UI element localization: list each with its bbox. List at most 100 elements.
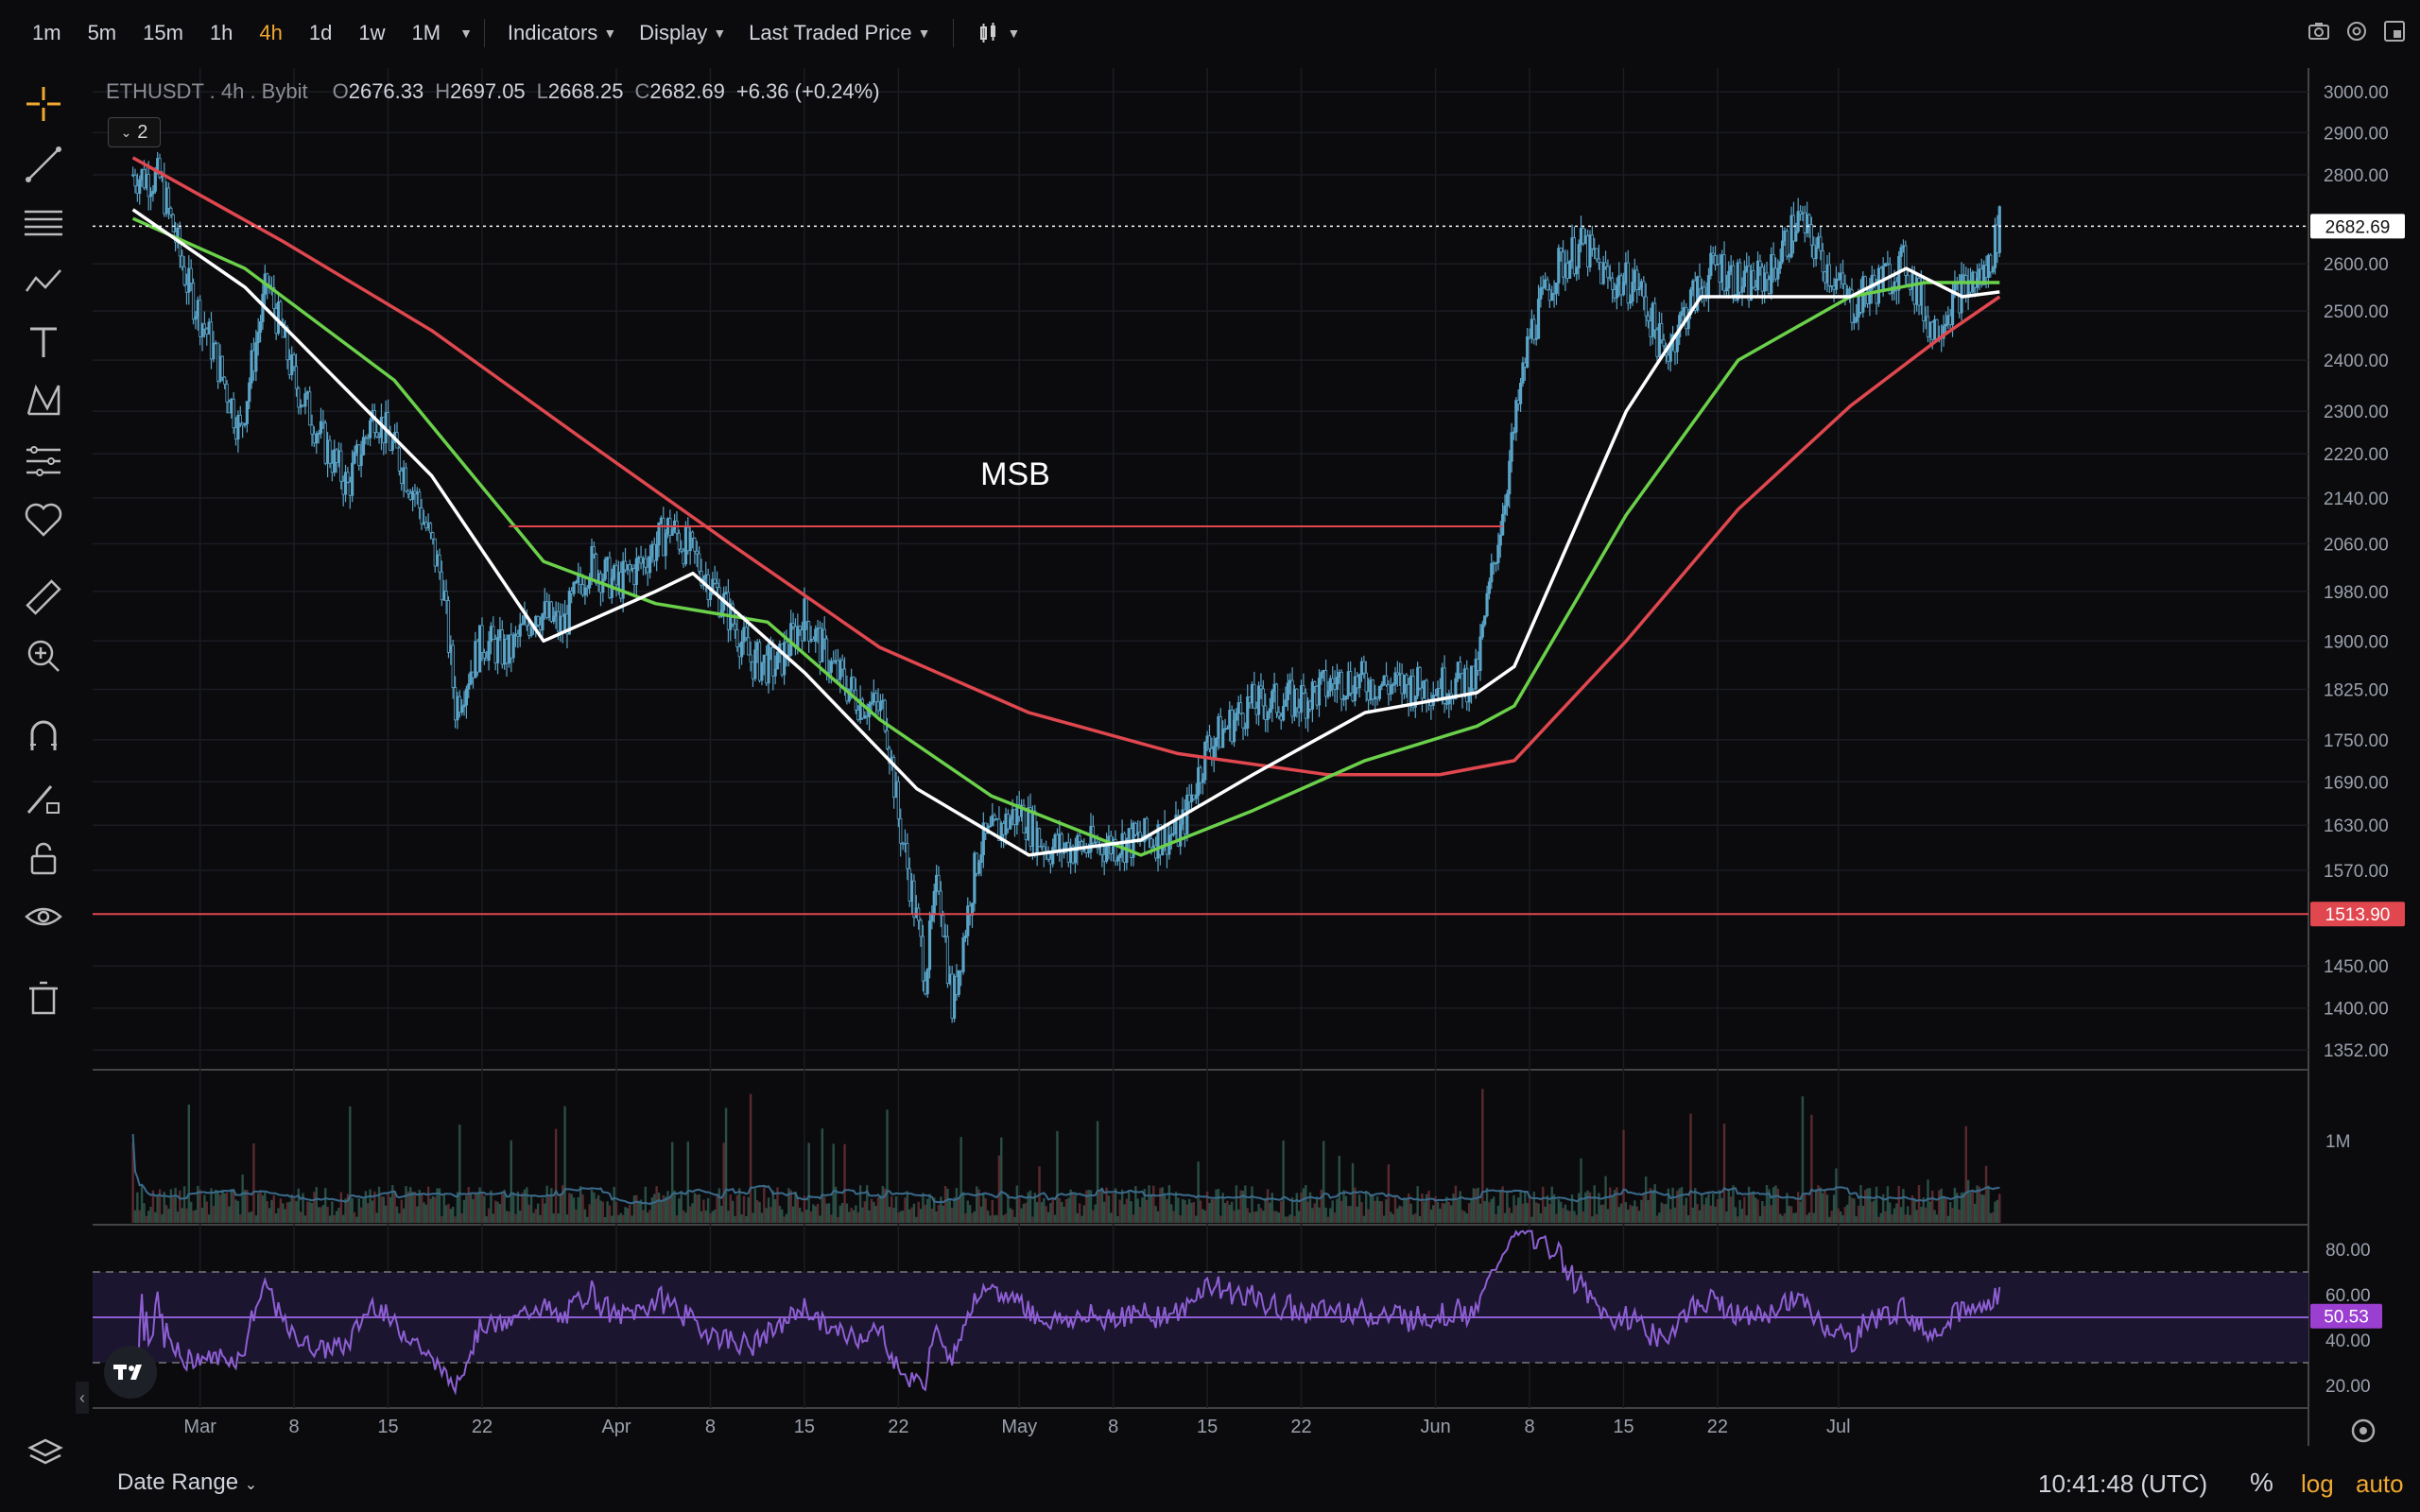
candle-body	[1078, 834, 1081, 842]
candle-body	[351, 462, 354, 496]
fullscreen-icon[interactable]	[2382, 19, 2407, 43]
volume-bar	[1635, 1206, 1638, 1223]
volume-bar	[1595, 1213, 1599, 1223]
timeframe-4h[interactable]: 4h	[259, 21, 283, 44]
candle-body	[1814, 247, 1818, 260]
magnet-tool[interactable]	[21, 714, 66, 760]
volume-bar	[1130, 1201, 1132, 1223]
pattern-tool[interactable]	[21, 259, 66, 304]
collapse-panel-button[interactable]: ‹	[76, 1382, 89, 1414]
symbol-info[interactable]: ETHUSDT . 4h . Bybit	[106, 79, 308, 103]
candle-body	[1087, 850, 1091, 853]
measure-tool[interactable]	[21, 575, 66, 620]
volume-bar	[1616, 1187, 1618, 1223]
volume-bar	[174, 1188, 177, 1223]
volume-bar	[353, 1211, 356, 1223]
timeframe-1m[interactable]: 1m	[32, 21, 61, 44]
candle-body	[1261, 688, 1265, 707]
volume-bar	[333, 1214, 336, 1223]
utc-clock[interactable]: 10:41:48 (UTC)	[2038, 1469, 2208, 1498]
candle-body	[1922, 283, 1926, 321]
volume-bar	[302, 1193, 304, 1223]
favorites-tool[interactable]	[21, 497, 66, 542]
candle-body	[1340, 671, 1343, 700]
volume-bar	[1514, 1205, 1518, 1223]
indicators-menu[interactable]: Indicators ▼	[496, 21, 628, 45]
candle-body	[1147, 836, 1151, 840]
lock-drawings-tool[interactable]	[21, 775, 66, 820]
price-tick-label: 2060.00	[2324, 535, 2389, 555]
volume-bar	[243, 1190, 247, 1223]
volume-bar	[735, 1194, 739, 1223]
gear-icon[interactable]	[2344, 19, 2369, 43]
date-range-menu[interactable]: Date Range ⌄	[117, 1469, 257, 1496]
candle-body	[1706, 275, 1711, 299]
xabcd-tool[interactable]	[21, 378, 66, 423]
auto-scale-toggle[interactable]: auto	[2356, 1469, 2404, 1498]
horizontal-lines-tool[interactable]	[21, 200, 66, 246]
candle-body	[404, 467, 408, 492]
chart-type-menu[interactable]: ▼	[965, 21, 1031, 45]
volume-bar	[1288, 1214, 1291, 1223]
volume-bar	[413, 1192, 417, 1223]
volume-bar	[462, 1199, 466, 1223]
price-type-menu[interactable]: Last Traded Price ▼	[737, 21, 942, 45]
percent-scale-toggle[interactable]: %	[2250, 1468, 2273, 1497]
volume-bar	[1830, 1211, 1833, 1223]
volume-bar	[1991, 1211, 1995, 1223]
candle-body	[1711, 252, 1715, 256]
volume-bar	[982, 1193, 985, 1223]
display-menu[interactable]: Display ▼	[628, 21, 737, 45]
volume-bar	[785, 1213, 788, 1223]
timeframe-1w[interactable]: 1w	[358, 21, 386, 44]
timeframe-15m[interactable]: 15m	[143, 21, 183, 44]
delete-tool[interactable]	[21, 975, 66, 1021]
camera-icon[interactable]	[2307, 19, 2331, 43]
volume-bar	[1425, 1194, 1428, 1223]
text-tool[interactable]	[21, 319, 66, 365]
candle-body	[1353, 676, 1357, 701]
volume-bar	[447, 1203, 450, 1223]
candle-body	[518, 624, 522, 637]
volume-bar	[1871, 1201, 1874, 1223]
volume-bar	[881, 1185, 884, 1223]
timeframe-1h[interactable]: 1h	[209, 21, 233, 44]
volume-bar	[1658, 1212, 1661, 1223]
candle-body	[874, 693, 878, 703]
volume-bar	[282, 1203, 285, 1223]
volume-bar	[563, 1106, 566, 1223]
candle-body	[1662, 339, 1666, 347]
volume-group	[131, 1089, 2001, 1223]
volume-bar	[1293, 1215, 1296, 1223]
timeframe-1M[interactable]: 1M	[411, 21, 441, 44]
visibility-tool[interactable]	[21, 894, 66, 939]
candle-body	[690, 531, 695, 539]
volume-bar	[668, 1196, 672, 1223]
zoom-tool[interactable]	[21, 633, 66, 679]
log-scale-toggle[interactable]: log	[2301, 1469, 2334, 1498]
trendline-tool[interactable]	[21, 142, 66, 187]
lock-tool[interactable]	[21, 835, 66, 881]
volume-bar	[1673, 1207, 1677, 1223]
volume-bar	[1282, 1140, 1285, 1223]
volume-bar	[434, 1196, 437, 1223]
volume-bar	[1559, 1201, 1563, 1223]
candle-body	[1393, 672, 1397, 685]
volume-bar	[1640, 1199, 1643, 1223]
timeframe-5m[interactable]: 5m	[87, 21, 117, 44]
volume-bar	[1287, 1216, 1289, 1223]
timeframe-dropdown-icon[interactable]: ▼	[459, 26, 473, 41]
layers-icon[interactable]	[26, 1435, 64, 1472]
candle-body	[1478, 636, 1482, 671]
crosshair-tool[interactable]	[21, 81, 66, 127]
volume-bar	[402, 1208, 406, 1223]
timeframe-1d[interactable]: 1d	[308, 21, 333, 44]
volume-bar	[1810, 1114, 1813, 1223]
candle-body	[945, 936, 950, 984]
volume-bar	[1969, 1192, 1972, 1223]
fib-tool[interactable]	[21, 438, 66, 484]
volume-bar	[886, 1109, 889, 1223]
indicator-toggle[interactable]: ⌄ 2	[108, 117, 161, 147]
candle-body	[892, 756, 896, 799]
